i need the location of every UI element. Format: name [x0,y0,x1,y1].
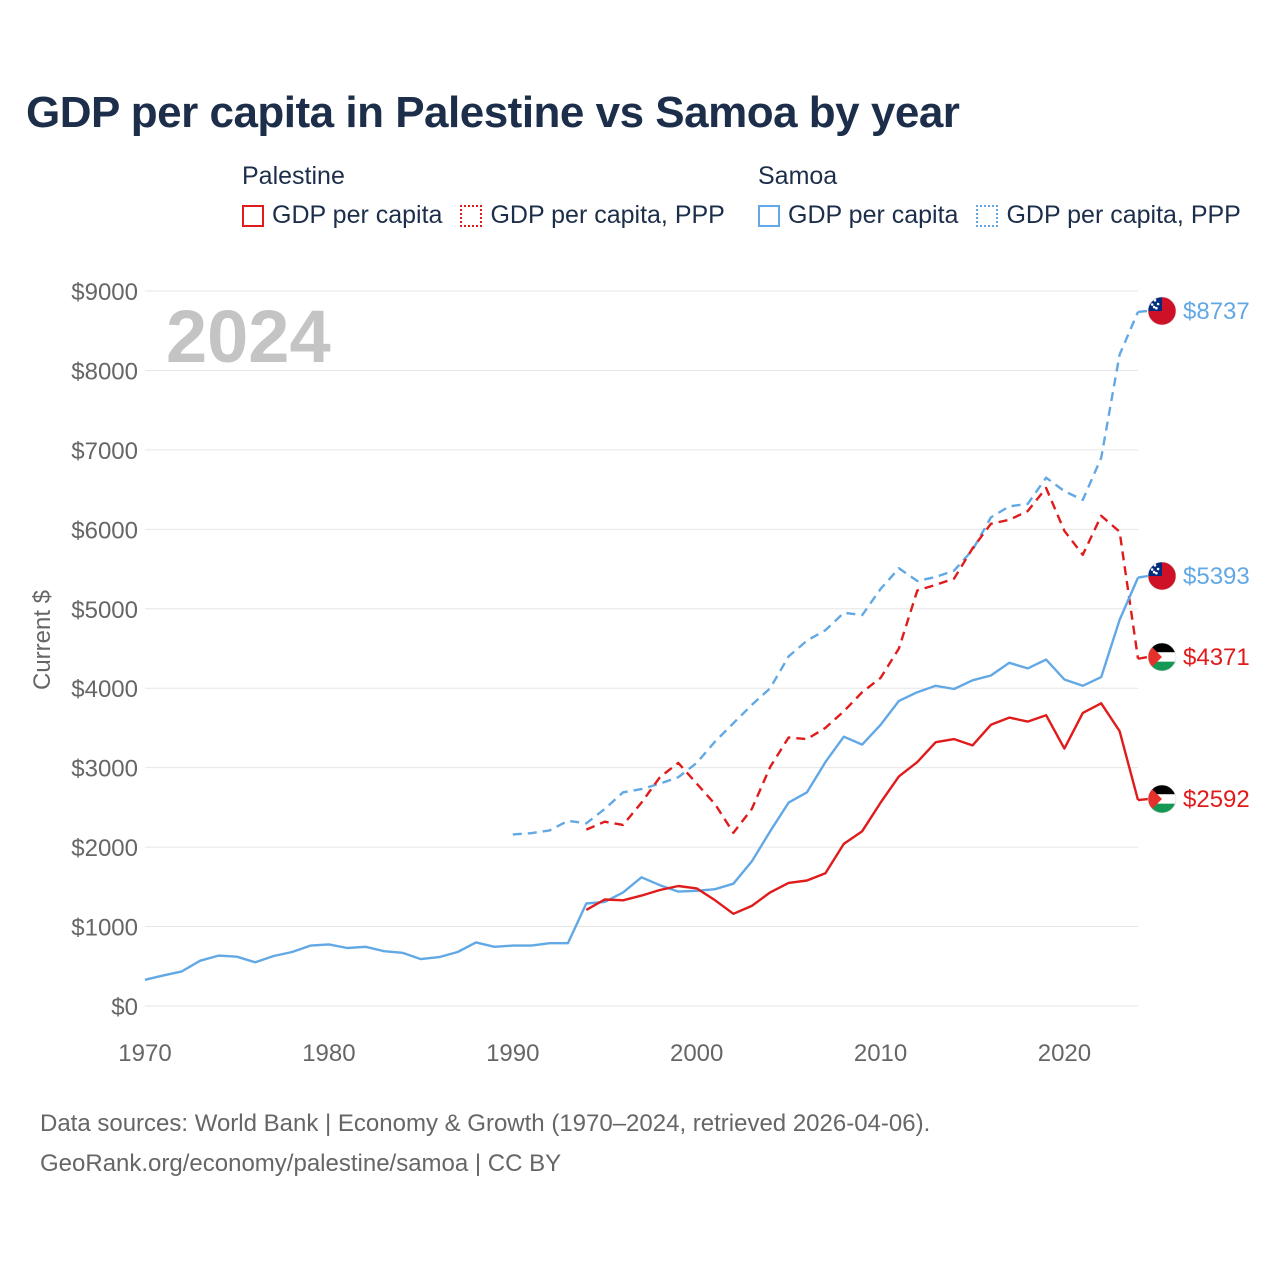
y-tick-label: $7000 [71,438,138,465]
series-line-palestine[interactable] [585,702,1140,915]
y-tick-label: $1000 [71,915,138,942]
x-tick-label: 2000 [670,1040,723,1067]
source-line-2[interactable]: GeoRank.org/economy/palestine/samoa | CC… [40,1150,562,1177]
x-tick-label: 1990 [486,1040,539,1067]
legend-swatch-solid-blue [758,204,780,227]
samoa-flag-icon [1148,297,1176,325]
series-end-label: $8737 [1183,298,1250,325]
series-line-samoa-ppp[interactable] [512,311,1140,836]
legend-heading-palestine: Palestine [242,162,345,190]
y-tick-label: $3000 [71,756,138,783]
palestine-flag-icon [1148,785,1176,813]
year-watermark: 2024 [166,295,331,378]
legend-swatch-dotted-blue [976,204,999,227]
series-line-samoa[interactable] [144,577,1140,981]
series-end-label: $5393 [1183,563,1250,590]
flag-outline [1147,296,1177,326]
y-axis-label: Current $ [29,590,56,690]
x-tick-label: 2010 [854,1040,907,1067]
legend-label: GDP per capita, PPP [490,201,725,229]
y-tick-label: $0 [111,994,138,1021]
y-tick-label: $8000 [71,358,138,385]
y-tick-label: $4000 [71,676,138,703]
legend-label: GDP per capita [272,201,443,229]
y-tick-label: $5000 [71,597,138,624]
legend-heading-samoa: Samoa [758,162,838,190]
flag-outline [1147,642,1177,672]
series-line-palestine-ppp[interactable] [585,486,1140,834]
y-tick-label: $6000 [71,517,138,544]
source-line-1: Data sources: World Bank | Economy & Gro… [40,1110,931,1137]
series-end-connector [1137,309,1149,314]
legend-label: GDP per capita [788,201,959,229]
palestine-flag-icon [1148,643,1176,671]
series-end-connector [1137,655,1149,660]
source-note: Data sources: World Bank | Economy & Gro… [40,1104,930,1184]
x-tick-label: 2020 [1038,1040,1091,1067]
x-tick-label: 1970 [118,1040,171,1067]
y-tick-label: $9000 [71,279,138,306]
samoa-flag-icon [1148,562,1176,590]
flag-outline [1147,784,1177,814]
legend-item-palestine-gdp-ppp[interactable]: GDP per capita, PPP [460,201,725,230]
series-end-connector [1137,574,1149,579]
series-end-label: $2592 [1183,786,1250,813]
legend-group-samoa: Samoa GDP per capita GDP per capita, PPP [758,162,1241,230]
series-end-connector [1137,797,1149,802]
legend-group-palestine: Palestine GDP per capita GDP per capita,… [242,162,725,230]
chart-title: GDP per capita in Palestine vs Samoa by … [26,88,960,137]
legend-item-samoa-gdp[interactable]: GDP per capita [758,201,958,230]
flag-outline [1147,561,1177,591]
legend-swatch-solid-red [242,204,264,227]
legend-label: GDP per capita, PPP [1006,201,1241,229]
legend-item-samoa-gdp-ppp[interactable]: GDP per capita, PPP [976,201,1241,230]
legend-swatch-dotted-red [460,204,483,227]
series-end-label: $4371 [1183,644,1250,671]
y-tick-label: $2000 [71,835,138,862]
x-tick-label: 1980 [302,1040,355,1067]
legend-item-palestine-gdp[interactable]: GDP per capita [242,201,442,230]
